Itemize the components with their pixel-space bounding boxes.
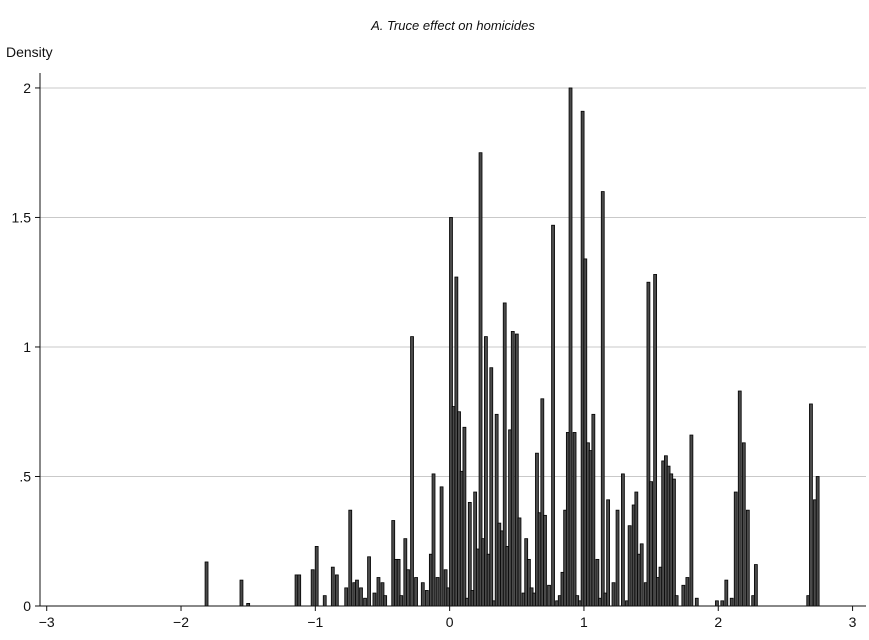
histogram-bar xyxy=(517,517,522,607)
histogram-bar xyxy=(478,152,483,607)
histogram-bar xyxy=(627,525,632,607)
histogram-bar xyxy=(685,577,690,607)
histogram-bar xyxy=(314,546,319,607)
histogram-bar xyxy=(406,569,410,607)
histogram-bar xyxy=(383,595,388,607)
histogram-bar xyxy=(344,587,349,607)
x-tick-label: 2 xyxy=(714,614,722,630)
histogram-bar xyxy=(572,432,577,607)
histogram-bar xyxy=(720,600,725,607)
histogram-bar xyxy=(591,413,596,607)
histogram-bar xyxy=(424,590,429,607)
histogram-bar xyxy=(606,499,611,607)
histogram-bar xyxy=(462,426,467,607)
histogram-bar xyxy=(355,579,359,607)
histogram-bar xyxy=(363,597,367,607)
histogram-bar xyxy=(729,597,734,607)
histogram-bar xyxy=(653,274,658,607)
histogram-bar xyxy=(737,390,742,607)
x-tick-label: −2 xyxy=(173,614,189,630)
histogram-bar xyxy=(681,584,686,607)
histogram-bar xyxy=(674,595,679,607)
x-tick-label: 3 xyxy=(849,614,857,630)
chart-title: A. Truce effect on homicides xyxy=(370,18,535,33)
y-axis-label: Density xyxy=(6,44,53,60)
histogram-bar xyxy=(639,543,644,607)
histogram-bar xyxy=(330,566,335,607)
histogram-bar xyxy=(239,579,244,607)
histogram-bar xyxy=(322,595,327,607)
histogram-bar xyxy=(611,582,616,607)
histogram-bar xyxy=(367,556,371,607)
histogram-bar xyxy=(694,597,699,607)
y-ticks: 0 .5 1 1.5 2 xyxy=(12,80,40,614)
histogram-bar xyxy=(689,434,694,607)
histogram-bar xyxy=(815,476,820,607)
histogram-bar xyxy=(334,574,339,607)
histogram-bar xyxy=(420,582,425,607)
histogram-bar xyxy=(809,403,813,607)
histogram-bar xyxy=(204,561,209,607)
axes xyxy=(39,73,866,607)
histogram-bar xyxy=(568,87,573,607)
histogram-bar xyxy=(431,473,436,607)
histogram-bar xyxy=(551,224,555,607)
histogram-bar xyxy=(753,564,758,607)
histogram-bar xyxy=(372,592,377,607)
histogram-bar xyxy=(310,569,315,607)
histogram-bar xyxy=(543,514,547,607)
histogram-bar xyxy=(489,367,494,607)
histogram-bar xyxy=(399,595,404,607)
y-tick-label: 1.5 xyxy=(12,209,32,225)
histogram-bar xyxy=(297,574,302,607)
x-tick-label: 1 xyxy=(580,614,588,630)
y-tick-label: 0 xyxy=(23,598,31,614)
histogram-bar xyxy=(745,509,750,607)
histogram-bar xyxy=(414,577,418,607)
histogram-bar xyxy=(439,486,444,607)
bars xyxy=(204,87,820,607)
histogram-bar xyxy=(649,481,653,607)
x-tick-label: −3 xyxy=(39,614,55,630)
histogram-bar xyxy=(724,579,729,607)
histogram-bar xyxy=(435,577,440,607)
histogram-bar xyxy=(715,600,719,607)
x-tick-label: 0 xyxy=(446,614,454,630)
histogram-bar xyxy=(348,509,353,607)
x-ticks: −3 −2 −1 0 1 2 3 xyxy=(39,606,857,630)
histogram-bar xyxy=(621,473,625,607)
histogram-bar xyxy=(615,509,620,607)
histogram-bar xyxy=(547,584,551,607)
histogram-bar xyxy=(410,336,414,607)
histogram-bar xyxy=(741,442,746,607)
histogram-bar xyxy=(510,331,515,607)
histogram-bar xyxy=(600,191,605,607)
histogram-bar xyxy=(359,587,363,607)
y-tick-label: .5 xyxy=(19,468,31,484)
histogram-bar xyxy=(376,577,381,607)
y-tick-label: 1 xyxy=(23,339,31,355)
histogram-bar xyxy=(672,478,676,607)
histogram-bar xyxy=(733,491,738,607)
x-tick-label: −1 xyxy=(307,614,323,630)
y-tick-label: 2 xyxy=(23,80,31,96)
